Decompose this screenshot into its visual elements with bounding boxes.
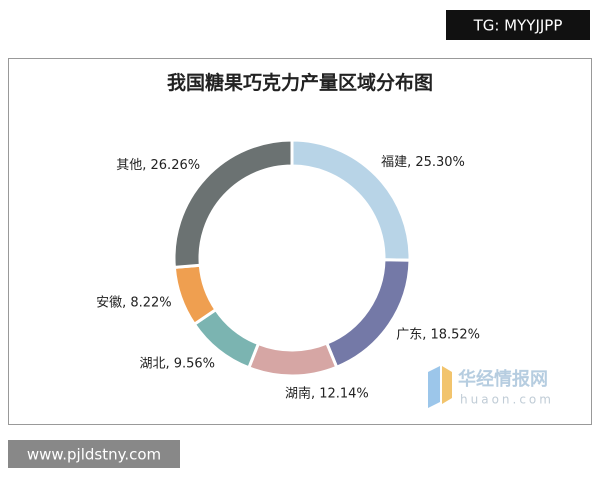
logo-text: 华经情报网	[458, 368, 548, 390]
data-label: 广东, 18.52%	[396, 327, 480, 342]
data-label: 其他, 26.26%	[116, 158, 200, 173]
data-label: 湖北, 9.56%	[139, 357, 215, 372]
logo-icon	[428, 366, 440, 408]
logo-icon	[442, 366, 452, 404]
data-label: 福建, 25.30%	[381, 155, 465, 170]
watermark-box	[8, 440, 180, 468]
watermark-box	[446, 10, 590, 40]
watermark: TG: MYYJJPP	[473, 17, 563, 35]
logo: 华经情报网 huaon.com	[428, 366, 554, 408]
chart-title: 我国糖果巧克力产量区域分布图	[167, 71, 433, 94]
data-label: 湖南, 12.14%	[285, 385, 369, 401]
data-label: 安徽, 8.22%	[96, 296, 172, 311]
logo-url: huaon.com	[460, 393, 554, 407]
donut-slice	[172, 138, 294, 269]
chart-frame	[8, 58, 592, 425]
watermark: www.pjldstny.com	[27, 446, 161, 464]
